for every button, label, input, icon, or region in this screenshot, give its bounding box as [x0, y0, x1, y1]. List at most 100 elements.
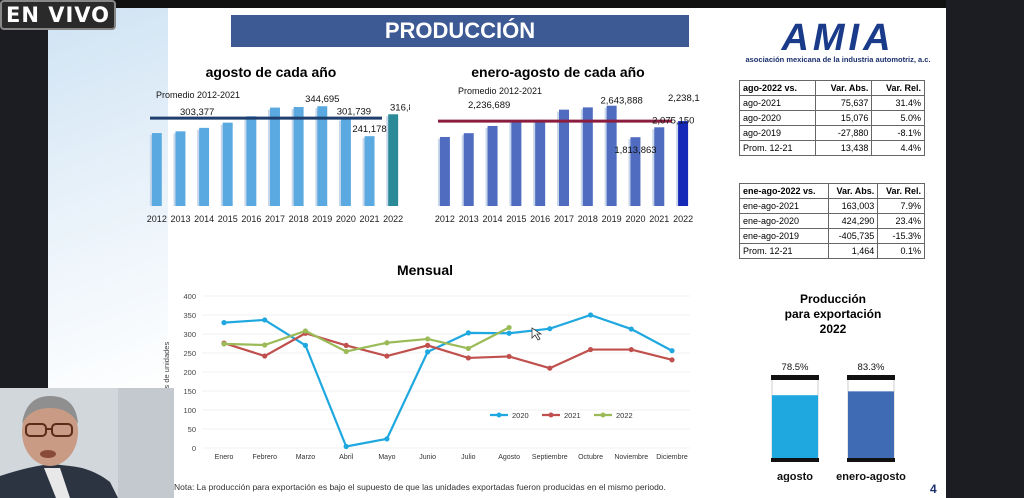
y-tick-label: 0: [192, 444, 196, 453]
table-header: ago-2022 vs.: [738, 80, 817, 96]
data-point-2021: [669, 357, 675, 363]
x-tick-label: 2017: [554, 214, 574, 224]
legend-marker: [548, 412, 554, 418]
legend-item: 2021: [542, 411, 581, 420]
category-label: enero-agosto: [836, 471, 906, 482]
table-cell: -8.1%: [871, 125, 925, 141]
x-tick-label: 2017: [265, 214, 285, 224]
data-point-2022: [262, 342, 268, 348]
data-point-2022: [343, 348, 349, 355]
y-tick-label: 400: [183, 292, 196, 301]
bar: [175, 131, 186, 206]
bar: [317, 106, 328, 206]
x-tick-label: 2019: [602, 214, 622, 224]
y-tick-label: 150: [183, 387, 196, 396]
y-tick-label: 200: [183, 368, 196, 377]
data-label: 78.5%: [782, 362, 809, 373]
chart-right-title: enero-agosto de cada año: [471, 64, 645, 80]
table-cell: 4.4%: [871, 140, 925, 156]
data-point-2020: [343, 443, 349, 450]
table-cell: 163,003: [827, 198, 879, 214]
data-point-2020: [262, 317, 268, 323]
table-cell: -27,880: [815, 125, 873, 141]
table-cell: Prom. 12-21: [738, 140, 817, 156]
x-tick-label: Marzo: [296, 454, 316, 461]
x-tick-label: 2012: [147, 214, 167, 224]
data-point-2020: [669, 348, 675, 354]
x-tick-label: 2014: [483, 214, 503, 224]
bar: [199, 127, 210, 206]
x-tick-label: Junio: [419, 454, 436, 461]
data-point-2022: [465, 345, 471, 352]
series-line-2021: [223, 332, 673, 370]
data-label: 83.3%: [858, 362, 885, 373]
average-label: Promedio 2012-2021: [458, 86, 542, 96]
data-point-2020: [628, 326, 634, 332]
data-label: 1,813,863: [614, 145, 656, 156]
bar: [654, 127, 665, 206]
table-cell: ene-ago-2019: [739, 228, 829, 244]
table-cell: 31.4%: [871, 95, 925, 111]
export-title-line: Producción: [799, 292, 866, 306]
data-point-2022: [506, 324, 512, 331]
data-point-2020: [587, 312, 594, 318]
data-label: 2,075,150: [652, 115, 694, 126]
bar: [511, 120, 522, 206]
chart-august: 2012 2013 2014 2015 2016 2017 2018 2019 2020 2021…: [147, 90, 410, 224]
table-cell: 424,290: [827, 213, 879, 229]
x-tick-label: 2019: [312, 214, 332, 224]
x-tick-label: 2020: [336, 214, 356, 224]
table-row: ene-ago-2019 -405,735 -15.3%: [739, 228, 925, 244]
x-tick-label: Noviembre: [614, 454, 648, 461]
export-title-line: 2022: [819, 322, 847, 336]
table-row: ene-ago-2020 424,290 23.4%: [739, 213, 925, 229]
x-tick-label: 2015: [506, 214, 526, 224]
x-tick-label: 2015: [218, 214, 238, 224]
y-tick-label: 100: [183, 406, 196, 415]
bar: [222, 122, 233, 206]
cylinder-cap: [771, 375, 819, 380]
category-label: agosto: [777, 471, 813, 482]
bar: [439, 136, 450, 206]
y-tick-label: 250: [183, 349, 196, 358]
average-value-label: 303,377: [180, 107, 214, 118]
chart-export: 78.5% agosto 83.3% enero-agosto: [771, 362, 906, 482]
amia-logo: AMIA: [780, 18, 890, 59]
table-row: ene-ago-2021 163,003 7.9%: [739, 198, 925, 214]
table-cell: -405,735: [827, 228, 879, 244]
data-label: 2,643,888: [601, 96, 643, 107]
legend-label: 2022: [616, 411, 633, 420]
x-tick-label: 2021: [649, 214, 669, 224]
series-line-2020: [223, 313, 673, 448]
data-point-2022: [425, 336, 431, 342]
data-point-2022: [384, 340, 390, 346]
table-cell: 5.0%: [871, 110, 925, 126]
y-axis-label: Miles de unidades: [162, 342, 171, 403]
cylinder-fill: [848, 391, 894, 458]
letterbox-right: [946, 0, 1024, 498]
data-point-2020: [465, 330, 471, 336]
data-label: 316,815: [390, 102, 410, 113]
x-tick-label: Octubre: [578, 454, 603, 461]
y-tick-label: 350: [183, 311, 196, 320]
mouse-cursor-icon: [531, 327, 543, 341]
variation-table-jan-aug: ene-ago-2022 vs. Var. Abs. Var. Rel. ene…: [739, 183, 925, 259]
bar: [246, 116, 257, 206]
export-title-line: para exportación: [784, 307, 882, 321]
data-point-2022: [302, 328, 309, 334]
x-tick-label: Agosto: [498, 454, 520, 461]
cylinder-base: [847, 458, 895, 462]
average-value-label: 2,236,689: [468, 100, 510, 111]
bar: [293, 107, 304, 206]
data-point-2021: [547, 365, 553, 371]
data-point-2020: [506, 330, 512, 336]
table-header: Var. Abs.: [815, 80, 873, 96]
data-point-2021: [465, 355, 471, 361]
slide-title: PRODUCCIÓN: [231, 15, 689, 47]
table-cell: Prom. 12-21: [739, 243, 829, 259]
table-cell: 7.9%: [877, 198, 925, 214]
data-point-2021: [343, 342, 349, 348]
data-point-2020: [221, 320, 227, 326]
footnote: Nota: La producción para exportación es …: [174, 482, 666, 492]
